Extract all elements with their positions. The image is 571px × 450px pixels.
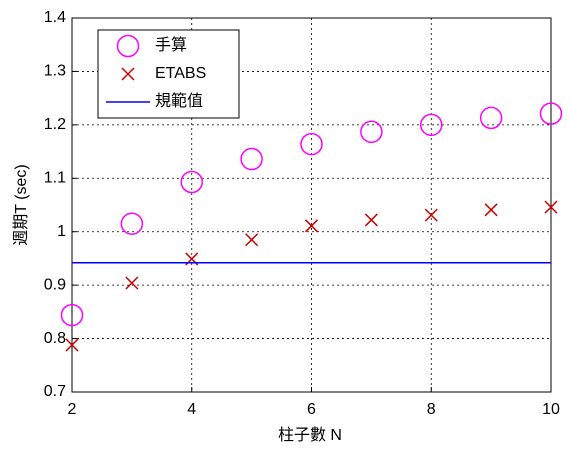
point xyxy=(60,303,84,327)
point xyxy=(539,102,563,125)
point xyxy=(304,219,319,233)
y-tick-label: 1.3 xyxy=(44,63,66,80)
point xyxy=(360,120,383,144)
legend-label: ETABS xyxy=(155,65,206,82)
legend-label: 規範值 xyxy=(155,92,203,110)
point xyxy=(240,147,263,171)
point xyxy=(484,203,498,217)
point xyxy=(245,233,259,247)
y-tick-label: 0.8 xyxy=(44,330,66,347)
point xyxy=(364,213,378,227)
point xyxy=(424,208,438,222)
x-tick-label: 6 xyxy=(307,401,316,418)
x-tick-label: 8 xyxy=(427,401,436,418)
y-tick-label: 1 xyxy=(57,223,66,240)
x-axis-label: 柱子數 N xyxy=(278,426,342,444)
y-tick-label: 0.9 xyxy=(44,276,66,293)
point xyxy=(300,132,323,156)
y-axis-label: 週期T (sec) xyxy=(12,164,30,246)
y-tick-label: 1.4 xyxy=(44,9,66,26)
x-tick-label: 10 xyxy=(542,401,560,418)
y-tick-label: 0.7 xyxy=(44,383,66,400)
point xyxy=(479,106,503,130)
point xyxy=(180,170,203,194)
point xyxy=(544,200,558,214)
point xyxy=(420,113,443,137)
x-tick-label: 4 xyxy=(187,401,196,418)
legend-box xyxy=(97,29,240,119)
plot-frame xyxy=(71,17,552,393)
legend-swatch xyxy=(116,34,140,58)
legend-swatch xyxy=(121,67,135,81)
point xyxy=(120,212,144,235)
y-tick-label: 1.1 xyxy=(44,170,66,187)
legend-label: 手算 xyxy=(155,35,187,54)
x-tick-label: 2 xyxy=(68,401,77,418)
point xyxy=(65,338,79,352)
point xyxy=(125,276,139,290)
y-tick-label: 1.2 xyxy=(44,116,66,133)
